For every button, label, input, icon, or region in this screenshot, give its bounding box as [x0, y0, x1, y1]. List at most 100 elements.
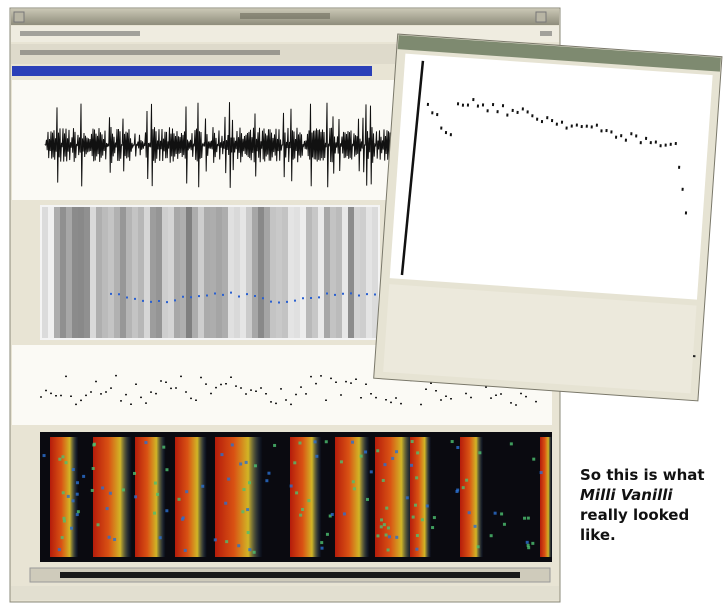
spectral-noise: [340, 460, 343, 463]
spectral-noise: [58, 548, 61, 551]
window-button[interactable]: [14, 12, 24, 22]
spectral-noise: [523, 517, 526, 520]
spectral-noise: [414, 504, 417, 507]
spectral-noise: [431, 526, 434, 529]
spectral-noise: [246, 508, 249, 511]
spectral-noise: [326, 533, 329, 536]
spectrogram-stripe: [318, 207, 324, 338]
spectral-noise: [109, 492, 112, 495]
spectral-noise: [314, 440, 317, 443]
spectral-noise: [456, 489, 459, 492]
spectral-noise: [242, 488, 245, 491]
spectrogram-stripe: [264, 207, 270, 338]
spectral-noise: [65, 461, 68, 464]
spectral-noise: [494, 512, 497, 515]
spectral-noise: [290, 485, 293, 488]
spectrogram-stripe: [66, 207, 72, 338]
spectrogram-stripe: [72, 207, 78, 338]
spectral-noise: [416, 451, 419, 454]
spectrogram-stripe: [342, 207, 348, 338]
spectral-noise: [510, 442, 513, 445]
spectral-noise: [61, 536, 64, 539]
spectral-noise: [63, 520, 66, 523]
spectral-noise: [182, 516, 185, 519]
spectrogram-stripe: [204, 207, 210, 338]
spectral-noise: [220, 453, 223, 456]
spectral-burst: [410, 437, 431, 557]
spectral-noise: [490, 534, 493, 537]
spectral-noise: [500, 512, 503, 515]
spectral-noise: [76, 513, 79, 516]
spectrogram-stripe: [300, 207, 306, 338]
spectral-noise: [265, 479, 268, 482]
spectral-noise: [532, 458, 535, 461]
spectrogram-stripe: [78, 207, 84, 338]
spectral-noise: [72, 468, 75, 471]
caption: So this is what Milli Vanilli really loo…: [580, 465, 710, 545]
spectral-noise: [343, 512, 346, 515]
spectral-noise: [214, 538, 217, 541]
spectral-noise: [224, 502, 227, 505]
spectral-noise: [77, 510, 80, 513]
spectral-noise: [225, 540, 228, 543]
caption-emphasis: Milli Vanilli: [580, 486, 673, 504]
spectral-noise: [395, 450, 398, 453]
spectral-noise: [247, 531, 250, 534]
spectral-noise: [241, 510, 244, 513]
spectral-noise: [474, 525, 477, 528]
spectral-noise: [295, 491, 298, 494]
spectral-noise: [380, 518, 383, 521]
spectral-noise: [113, 538, 116, 541]
spectral-noise: [352, 480, 355, 483]
spectral-noise: [380, 525, 383, 528]
window-button[interactable]: [536, 12, 546, 22]
spectrogram-stripe: [144, 207, 150, 338]
spectral-noise: [165, 468, 168, 471]
spectral-noise: [91, 489, 94, 492]
spectral-noise: [451, 440, 454, 443]
title-text-blur: [240, 13, 330, 19]
spectral-noise: [248, 481, 251, 484]
spectrogram-stripe: [54, 207, 60, 338]
spectrogram-stripe: [246, 207, 252, 338]
scroll-thumb[interactable]: [60, 572, 520, 578]
spectral-noise: [301, 508, 304, 511]
spectrogram-stripe: [372, 207, 378, 338]
spectral-noise: [101, 486, 104, 489]
spectral-noise: [385, 507, 388, 510]
spectrogram-stripe: [138, 207, 144, 338]
spectral-noise: [273, 444, 276, 447]
spectral-noise: [531, 542, 534, 545]
spectral-noise: [387, 548, 390, 551]
spectral-noise: [165, 509, 168, 512]
spectrogram-stripe: [252, 207, 258, 338]
spectral-noise: [156, 493, 159, 496]
spectral-noise: [376, 534, 379, 537]
spectral-noise: [299, 514, 302, 517]
spectral-noise: [364, 450, 367, 453]
spectral-burst: [93, 437, 132, 557]
spectral-noise: [331, 513, 334, 516]
spectral-noise: [239, 462, 242, 465]
spectral-noise: [320, 541, 323, 544]
status-bar: [11, 586, 559, 600]
spectrogram-stripe: [294, 207, 300, 338]
spectral-noise: [527, 544, 530, 547]
spectral-noise: [162, 446, 165, 449]
spectral-noise: [62, 491, 65, 494]
spectrogram-stripe: [198, 207, 204, 338]
spectrogram-stripe: [324, 207, 330, 338]
selection-bar: [12, 66, 372, 76]
spectrogram-stripe: [162, 207, 168, 338]
spectral-noise: [144, 441, 147, 444]
spectral-noise: [462, 486, 465, 489]
spectrogram-stripe: [258, 207, 264, 338]
spectral-noise: [353, 487, 356, 490]
spectrogram-stripe: [108, 207, 114, 338]
spectrogram-stripe: [168, 207, 174, 338]
spectrogram-stripe: [336, 207, 342, 338]
spectrogram-stripe: [288, 207, 294, 338]
spectral-noise: [391, 457, 394, 460]
spectral-noise: [526, 541, 529, 544]
spectral-noise: [76, 481, 79, 484]
